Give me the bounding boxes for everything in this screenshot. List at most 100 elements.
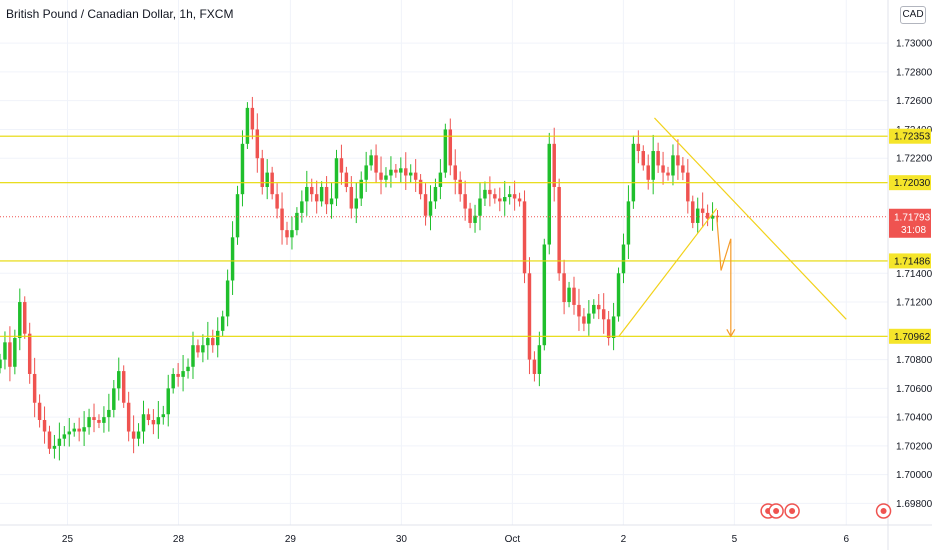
candle-body-137: [676, 155, 680, 166]
candle-body-23: [112, 388, 116, 410]
candle-body-8: [37, 402, 42, 420]
candle-body-7: [32, 373, 37, 403]
candle-body-127: [626, 201, 631, 245]
candle-body-47: [230, 237, 235, 281]
candle-body-120: [592, 304, 596, 314]
candle-body-98: [483, 189, 487, 199]
candle-body-85: [418, 179, 423, 195]
candle-body-16: [77, 428, 81, 432]
candle-body-92: [453, 165, 457, 180]
candle-body-107: [527, 273, 532, 360]
economic-event-flag-icon-1: [773, 508, 780, 514]
time-tick-label-0: 25: [62, 534, 74, 545]
candle-body-122: [601, 309, 606, 320]
candle-body-77: [379, 172, 383, 180]
level-label-bg-3: [889, 328, 931, 344]
candle-body-11: [52, 445, 57, 449]
candle-body-34: [166, 388, 170, 415]
candle-body-116: [572, 287, 576, 305]
price-tick-label-6: 1.71200: [896, 298, 932, 309]
candle-body-36: [176, 373, 180, 377]
candle-body-126: [621, 244, 626, 274]
candle-body-138: [681, 165, 685, 173]
candle-body-20: [97, 420, 101, 423]
candle-body-54: [265, 172, 269, 187]
candle-body-35: [171, 373, 175, 389]
candle-body-51: [250, 107, 255, 130]
time-tick-label-7: 6: [843, 534, 849, 545]
candle-body-101: [498, 198, 502, 202]
candle-body-28: [136, 431, 141, 439]
economic-event-flag-icon-3: [880, 508, 887, 514]
candle-body-124: [611, 316, 616, 339]
candle-body-10: [47, 431, 52, 449]
price-tick-label-0: 1.69800: [896, 499, 932, 510]
candle-body-115: [567, 287, 571, 303]
candle-body-29: [141, 414, 146, 432]
pattern-lower-line: [618, 208, 718, 337]
candle-body-32: [156, 417, 161, 425]
candle-body-91: [448, 129, 453, 166]
candle-body-19: [92, 417, 96, 420]
candle-body-111: [547, 143, 551, 245]
candle-body-43: [211, 338, 215, 346]
candle-body-22: [107, 409, 111, 418]
candle-body-14: [67, 431, 72, 435]
candle-body-100: [493, 194, 497, 199]
candle-body-73: [359, 179, 363, 199]
candle-body-30: [146, 414, 151, 420]
candle-body-12: [57, 438, 62, 446]
time-tick-label-2: 29: [285, 534, 297, 545]
currency-badge[interactable]: CAD: [900, 6, 926, 24]
candle-body-84: [413, 172, 418, 180]
candle-body-123: [606, 319, 611, 339]
candle-body-106: [522, 201, 527, 274]
candle-body-39: [191, 345, 195, 367]
candle-body-74: [364, 165, 368, 180]
price-tick-label-10: 1.72600: [896, 96, 932, 107]
price-tick-label-11: 1.72800: [896, 67, 932, 78]
level-label-0: 1.72353: [894, 132, 931, 143]
candle-body-143: [705, 212, 710, 219]
candle-body-129: [636, 143, 641, 152]
candle-body-69: [339, 158, 344, 173]
candle-body-58: [285, 230, 289, 238]
candle-body-33: [161, 414, 166, 418]
symbol-title: British Pound / Canadian Dollar, 1h, FXC…: [6, 7, 234, 21]
candle-body-114: [562, 273, 566, 303]
candle-body-71: [349, 186, 354, 209]
price-tick-label-5: 1.70800: [896, 355, 932, 366]
candle-body-142: [700, 208, 705, 213]
level-label-2: 1.71486: [894, 256, 931, 267]
candle-body-65: [319, 186, 324, 202]
candle-body-55: [270, 172, 274, 195]
candle-body-99: [488, 189, 492, 195]
candle-body-72: [354, 198, 359, 209]
candle-body-75: [369, 155, 373, 166]
candle-body-131: [646, 165, 650, 180]
bar-countdown: 31:08: [901, 225, 926, 236]
candle-body-96: [473, 215, 477, 223]
candle-body-48: [235, 194, 240, 238]
price-tick-label-8: 1.72200: [896, 154, 932, 165]
candle-body-89: [438, 172, 443, 187]
level-label-bg-0: [889, 128, 931, 144]
candle-body-112: [552, 143, 556, 187]
price-tick-label-7: 1.71400: [896, 269, 932, 280]
candle-body-78: [384, 175, 388, 180]
candle-body-46: [225, 280, 230, 317]
candle-body-117: [577, 304, 581, 317]
level-label-3: 1.70962: [894, 332, 931, 343]
candle-body-82: [404, 168, 408, 176]
candle-body-17: [82, 427, 86, 432]
candle-body-42: [206, 338, 210, 346]
current-price-label-bg: [889, 208, 931, 238]
candle-body-76: [374, 155, 378, 173]
candle-body-67: [329, 198, 334, 205]
candle-body-63: [310, 186, 314, 195]
candle-body-94: [463, 194, 467, 209]
current-price-label: 1.71793: [894, 212, 931, 223]
candle-body-44: [215, 330, 220, 346]
